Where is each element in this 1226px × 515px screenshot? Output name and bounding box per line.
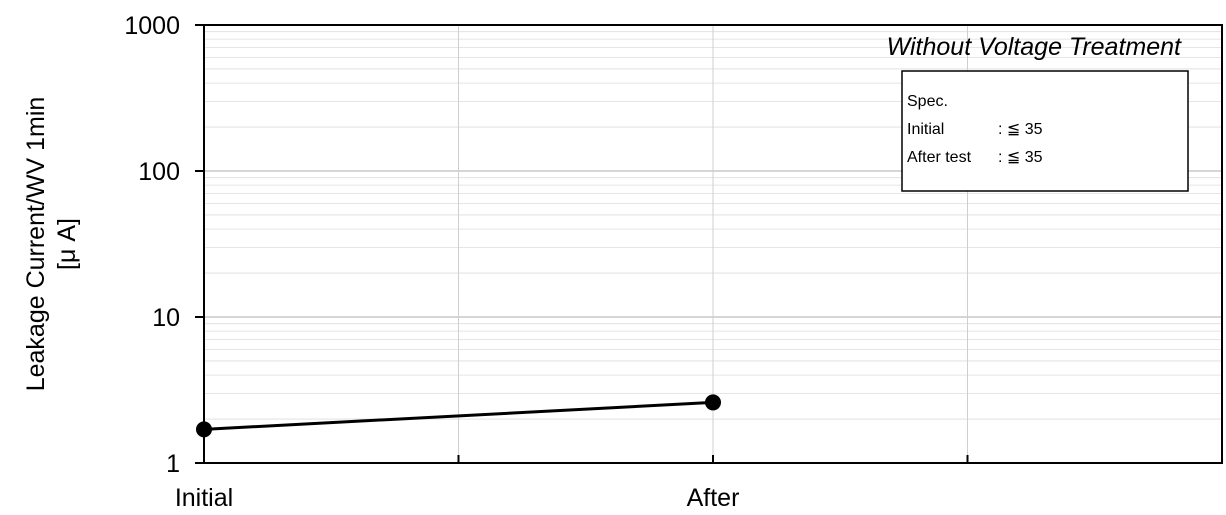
x-category-label: After: [687, 484, 740, 512]
x-category-label: Initial: [175, 484, 233, 512]
y-tick-label: 100: [138, 158, 180, 186]
series-line: [203, 400, 714, 431]
series-group: [196, 394, 721, 438]
y-axis-title-line-1: Leakage Current/WV 1min: [22, 97, 50, 392]
spec-box-frame: [901, 70, 1189, 192]
spec-box: Spec. Initial : ≦ 35 After test : ≦ 35: [901, 70, 1189, 192]
chart-annotation: Without Voltage Treatment: [887, 33, 1182, 61]
data-point: [196, 421, 212, 438]
spec-title: Spec.: [907, 93, 948, 110]
spec-initial-label: Initial: [907, 121, 944, 138]
spec-after-label: After test: [907, 149, 972, 166]
axis-ticks: [195, 24, 969, 464]
y-axis-title-line-2: [μ A]: [53, 218, 81, 270]
y-tick-label: 1000: [124, 12, 180, 40]
y-tick-label: 10: [152, 304, 180, 332]
data-point: [705, 394, 721, 411]
y-tick-labels: 1 10 100 1000: [124, 12, 180, 478]
spec-after-value: : ≦ 35: [998, 149, 1043, 166]
y-tick-label: 1: [166, 450, 180, 478]
spec-initial-value: : ≦ 35: [998, 121, 1043, 138]
x-tick-labels: Initial After: [175, 484, 740, 512]
y-axis-title: Leakage Current/WV 1min [μ A]: [22, 97, 81, 392]
